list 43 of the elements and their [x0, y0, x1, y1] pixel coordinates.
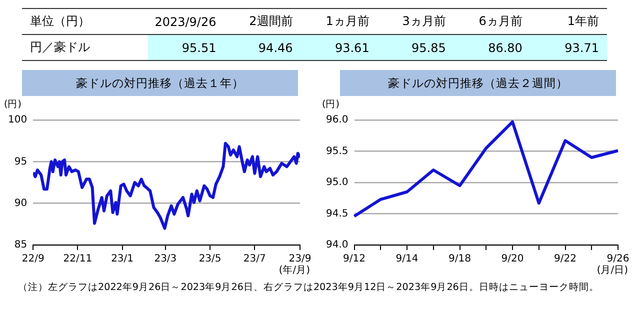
x-tick-label: 9/12: [343, 254, 366, 265]
y-tick-label: 95: [14, 156, 28, 168]
text: 95.85: [412, 40, 446, 54]
x-tick-label: 22/11: [63, 254, 92, 265]
text: 円／豪ドル: [29, 39, 91, 56]
x-tick-label: 23/7: [243, 254, 266, 265]
text: （注）左グラフは2022年9月26日～2023年9月26日、右グラフは2023年9月12日～2023年9月26日。日時はニューヨーク時間。: [18, 281, 599, 294]
text: 86.80: [488, 40, 522, 54]
x-tick-label: 23/9: [288, 254, 312, 265]
y-axis-title: (円): [4, 98, 22, 111]
y-tick-label: 94.0: [326, 240, 348, 251]
x-tick-label: 9/14: [396, 254, 418, 265]
x-tick-label: 9/26: [606, 254, 630, 265]
category-label: 2週間前: [248, 13, 294, 30]
chart-title: 豪ドルの対円推移（過去１年）: [22, 70, 298, 96]
text: 93.61: [334, 40, 370, 54]
x-tick-label: 9/18: [448, 254, 471, 265]
y-tick-label: 96.0: [326, 114, 348, 126]
y-tick-label: 95.5: [326, 146, 348, 157]
text: 単位（円）: [29, 13, 91, 30]
category-label: 1ヵ月前: [324, 13, 370, 30]
x-axis-title: (月/日): [596, 264, 628, 277]
text: 93.71: [564, 40, 599, 54]
x-tick-label: 22/9: [22, 254, 44, 265]
y-tick-label: 100: [8, 114, 28, 126]
x-tick-label: 23/1: [111, 254, 134, 265]
text: 95.51: [182, 40, 216, 54]
x-tick-label: 23/3: [154, 254, 177, 265]
x-tick-label: 9/22: [554, 254, 576, 265]
y-tick-label: 94.5: [326, 208, 348, 220]
chart-title: 豪ドルの対円推移（過去２週間）: [340, 70, 616, 96]
category-label: 6ヵ月前: [478, 13, 524, 30]
y-tick-label: 95.0: [326, 177, 348, 188]
category-label: 2023/9/26: [154, 14, 218, 30]
x-tick-label: 23/5: [198, 254, 222, 265]
category-label: 3ヵ月前: [401, 13, 447, 30]
y-tick-label: 90: [14, 198, 28, 209]
x-axis-title: (年/月): [278, 264, 310, 277]
category-label: 1年前: [566, 13, 600, 30]
x-tick-label: 9/20: [501, 254, 524, 265]
y-tick-label: 85: [14, 240, 28, 251]
text: 94.46: [258, 40, 293, 54]
y-axis-title: (円): [322, 98, 340, 111]
